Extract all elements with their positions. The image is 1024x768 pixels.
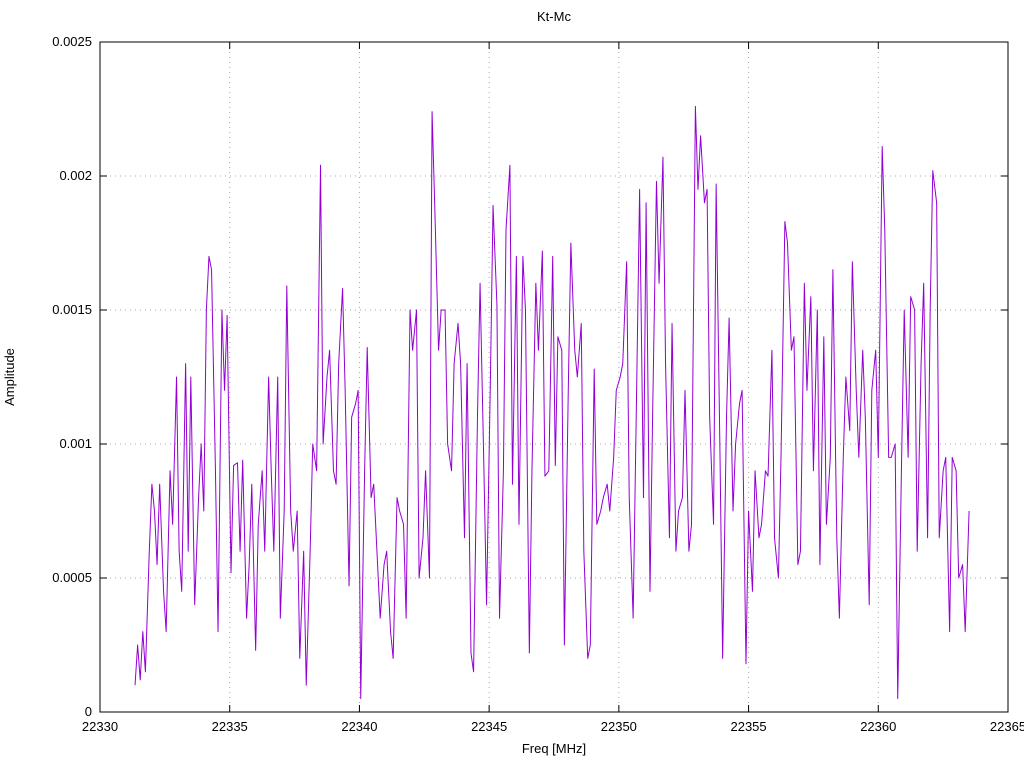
x-tick-label: 22350 [601, 719, 637, 734]
x-tick-label: 22335 [212, 719, 248, 734]
x-tick-label: 22355 [730, 719, 766, 734]
y-tick-label: 0.0025 [52, 34, 92, 49]
x-tick-label: 22360 [860, 719, 896, 734]
x-tick-label: 22330 [82, 719, 118, 734]
x-tick-label: 22345 [471, 719, 507, 734]
y-tick-label: 0.0015 [52, 302, 92, 317]
frame-layer [99, 41, 1009, 713]
chart-title: Kt-Mc [537, 9, 571, 24]
tick-label-layer: 22330 22335 22340 22345 22350 22355 22360 22365… [52, 34, 1024, 734]
x-tick-label: 22340 [341, 719, 377, 734]
x-tick-label: 22365 [990, 719, 1024, 734]
y-tick-label: 0 [85, 704, 92, 719]
plot-border [99, 41, 1009, 713]
x-axis-label: Freq [MHz] [522, 741, 586, 756]
y-axis-label: Amplitude [2, 348, 17, 406]
y-tick-label: 0.001 [59, 436, 92, 451]
y-tick-label: 0.002 [59, 168, 92, 183]
y-tick-label: 0.0005 [52, 570, 92, 585]
series-layer [134, 105, 970, 700]
series-line [134, 105, 970, 700]
